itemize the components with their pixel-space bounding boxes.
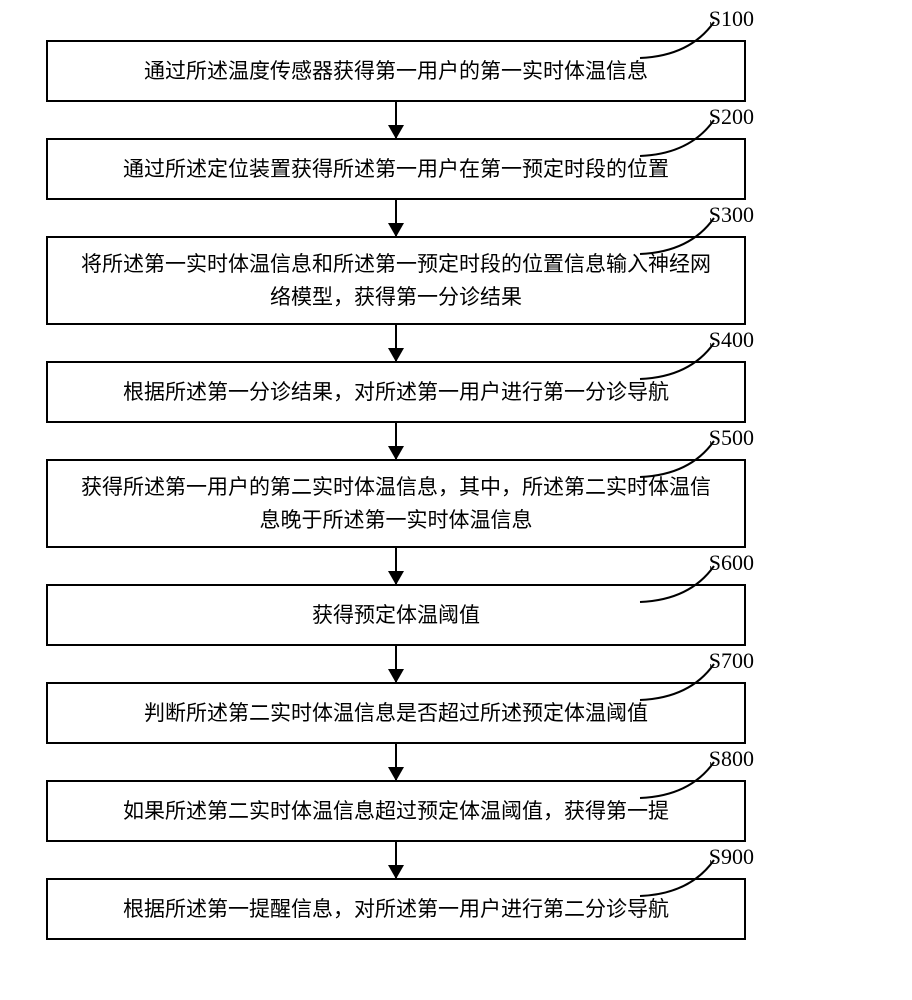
flowchart-box: 通过所述温度传感器获得第一用户的第一实时体温信息S100 xyxy=(46,40,746,102)
flowchart-box-text: 通过所述定位装置获得所述第一用户在第一预定时段的位置 xyxy=(123,153,669,186)
flowchart-box-text: 通过所述温度传感器获得第一用户的第一实时体温信息 xyxy=(144,55,648,88)
flowchart-arrow xyxy=(46,325,746,361)
flowchart-box-text: 将所述第一实时体温信息和所述第一预定时段的位置信息输入神经网络模型，获得第一分诊… xyxy=(72,248,720,313)
step-label-wrap: S100 xyxy=(632,8,752,68)
flowchart-box: 通过所述定位装置获得所述第一用户在第一预定时段的位置S200 xyxy=(46,138,746,200)
step-label: S100 xyxy=(709,2,754,36)
flowchart-container: 通过所述温度传感器获得第一用户的第一实时体温信息S100 通过所述定位装置获得所述… xyxy=(46,40,866,940)
flowchart-box-text: 获得预定体温阈值 xyxy=(312,599,480,632)
flowchart-step: 将所述第一实时体温信息和所述第一预定时段的位置信息输入神经网络模型，获得第一分诊… xyxy=(46,236,866,325)
flowchart-step: 根据所述第一提醒信息，对所述第一用户进行第二分诊导航S900 xyxy=(46,878,866,940)
flowchart-box: 将所述第一实时体温信息和所述第一预定时段的位置信息输入神经网络模型，获得第一分诊… xyxy=(46,236,746,325)
flowchart-step: 通过所述温度传感器获得第一用户的第一实时体温信息S100 xyxy=(46,40,866,102)
flowchart-box: 根据所述第一提醒信息，对所述第一用户进行第二分诊导航S900 xyxy=(46,878,746,940)
flowchart-box: 判断所述第二实时体温信息是否超过所述预定体温阈值S700 xyxy=(46,682,746,744)
flowchart-arrow xyxy=(46,102,746,138)
flowchart-step: 获得预定体温阈值S600 xyxy=(46,584,866,646)
flowchart-arrow xyxy=(46,423,746,459)
flowchart-step: 获得所述第一用户的第二实时体温信息，其中，所述第二实时体温信息晚于所述第一实时体… xyxy=(46,459,866,548)
flowchart-box-text: 根据所述第一分诊结果，对所述第一用户进行第一分诊导航 xyxy=(123,376,669,409)
flowchart-box-text: 获得所述第一用户的第二实时体温信息，其中，所述第二实时体温信息晚于所述第一实时体… xyxy=(72,471,720,536)
flowchart-step: 根据所述第一分诊结果，对所述第一用户进行第一分诊导航S400 xyxy=(46,361,866,423)
flowchart-arrow xyxy=(46,200,746,236)
flowchart-step: 判断所述第二实时体温信息是否超过所述预定体温阈值S700 xyxy=(46,682,866,744)
flowchart-arrow xyxy=(46,646,746,682)
flowchart-arrow xyxy=(46,548,746,584)
flowchart-step: 通过所述定位装置获得所述第一用户在第一预定时段的位置S200 xyxy=(46,138,866,200)
flowchart-arrow xyxy=(46,842,746,878)
flowchart-box-text: 根据所述第一提醒信息，对所述第一用户进行第二分诊导航 xyxy=(123,893,669,926)
flowchart-step: 如果所述第二实时体温信息超过预定体温阈值，获得第一提S800 xyxy=(46,780,866,842)
flowchart-box: 获得所述第一用户的第二实时体温信息，其中，所述第二实时体温信息晚于所述第一实时体… xyxy=(46,459,746,548)
flowchart-box-text: 判断所述第二实时体温信息是否超过所述预定体温阈值 xyxy=(144,697,648,730)
flowchart-box: 根据所述第一分诊结果，对所述第一用户进行第一分诊导航S400 xyxy=(46,361,746,423)
flowchart-box-text: 如果所述第二实时体温信息超过预定体温阈值，获得第一提 xyxy=(123,795,669,828)
flowchart-box: 获得预定体温阈值S600 xyxy=(46,584,746,646)
flowchart-arrow xyxy=(46,744,746,780)
flowchart-box: 如果所述第二实时体温信息超过预定体温阈值，获得第一提S800 xyxy=(46,780,746,842)
